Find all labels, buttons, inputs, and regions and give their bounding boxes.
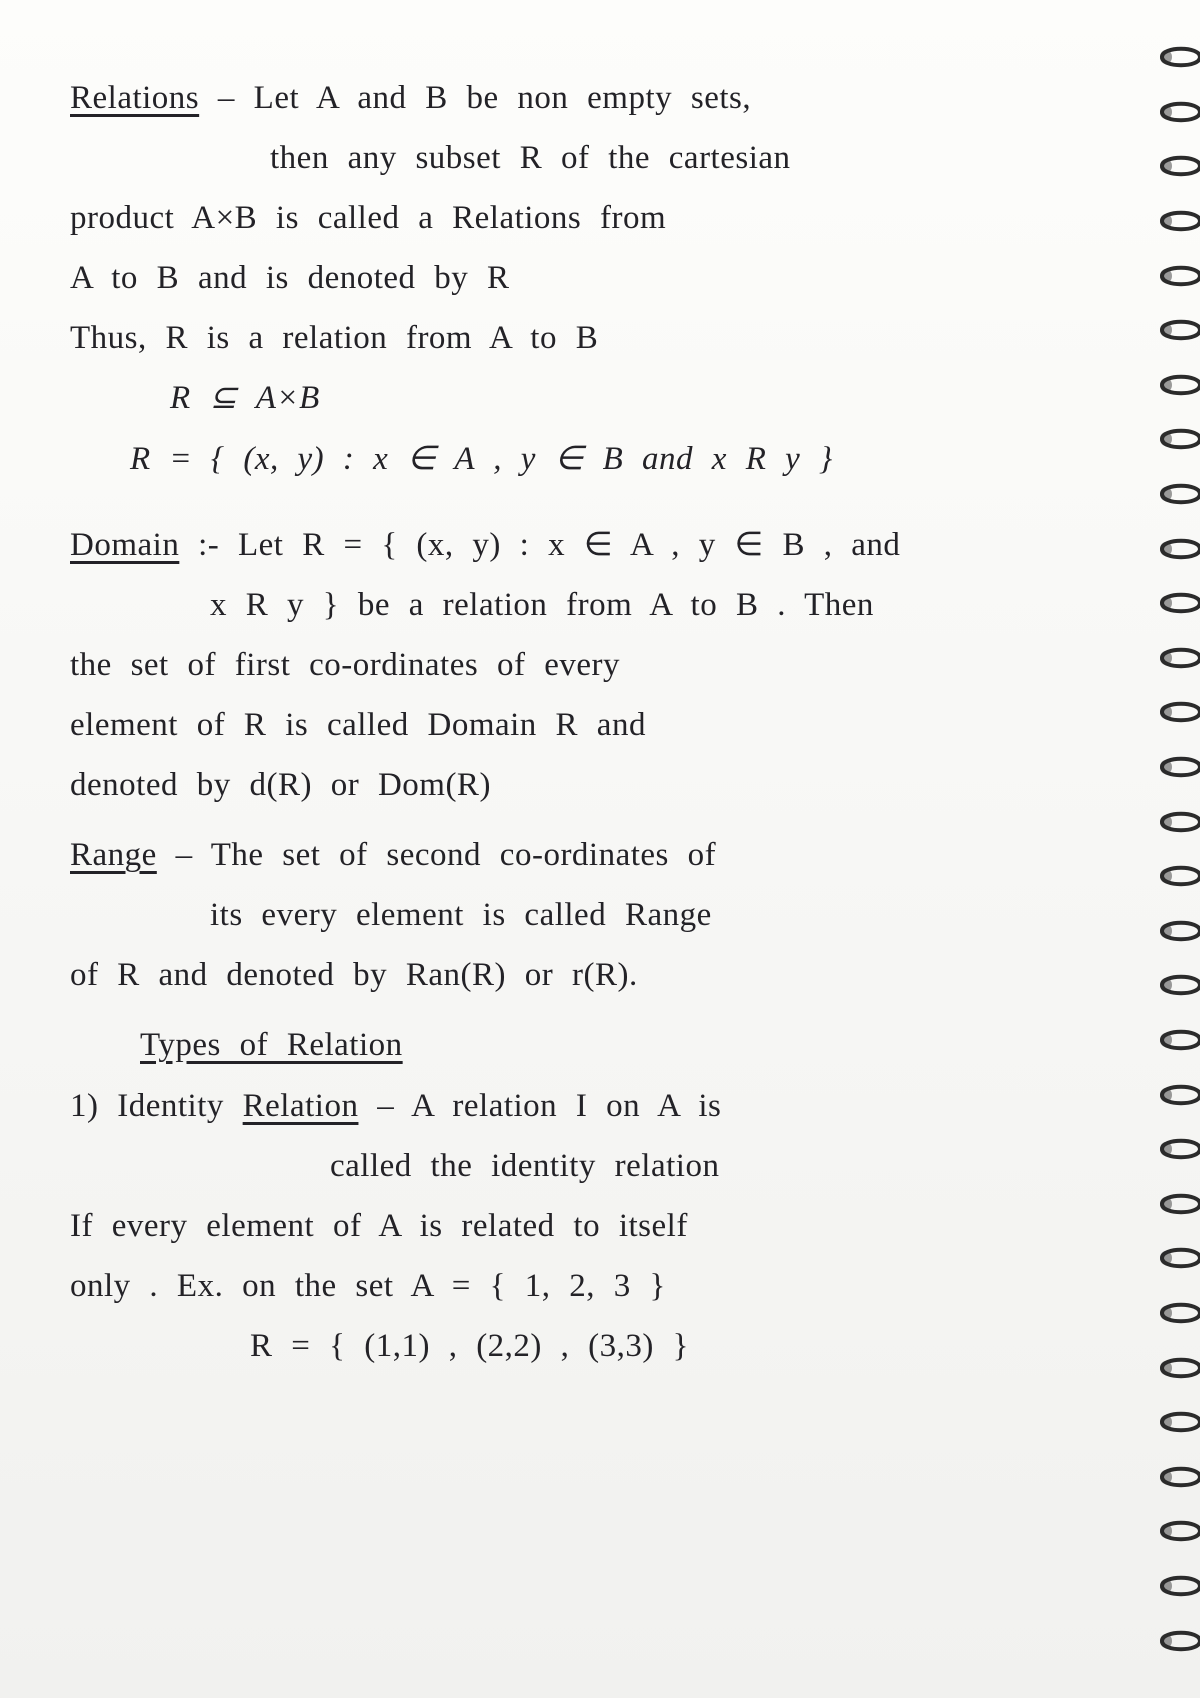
binding-ring — [1156, 153, 1200, 179]
binding-ring — [1156, 918, 1200, 944]
binding-ring — [1156, 1573, 1200, 1599]
binding-ring — [1156, 1628, 1200, 1654]
text: 1) Identity — [70, 1088, 243, 1124]
line-identity-example: R = { (1,1) , (2,2) , (3,3) } — [70, 1318, 1090, 1374]
heading-identity-relation: Relation — [243, 1088, 359, 1124]
binding-ring — [1156, 699, 1200, 725]
binding-ring — [1156, 372, 1200, 398]
binding-ring — [1156, 317, 1200, 343]
binding-ring — [1156, 99, 1200, 125]
text: :- Let R = { (x, y) : x ∈ A , y ∈ B , an… — [198, 527, 900, 563]
binding-ring — [1156, 754, 1200, 780]
binding-ring — [1156, 426, 1200, 452]
line-relations-def-5: Thus, R is a relation from A to B — [70, 310, 1090, 366]
text: – Let A and B be non empty sets, — [218, 80, 751, 116]
binding-ring — [1156, 263, 1200, 289]
heading-types-of-relation: Types of Relation — [70, 1017, 1090, 1073]
handwritten-notes-page: Relations – Let A and B be non empty set… — [0, 0, 1200, 1698]
spiral-binding — [1150, 0, 1200, 1698]
line-identity-4: only . Ex. on the set A = { 1, 2, 3 } — [70, 1258, 1090, 1314]
binding-ring — [1156, 972, 1200, 998]
binding-ring — [1156, 863, 1200, 889]
line-subset-formula: R ⊆ A×B — [70, 370, 1090, 426]
line-relations-def-3: product A×B is called a Relations from — [70, 190, 1090, 246]
line-domain-1: Domain :- Let R = { (x, y) : x ∈ A , y ∈… — [70, 517, 1090, 573]
binding-ring — [1156, 1136, 1200, 1162]
line-relations-def-2: then any subset R of the cartesian — [70, 130, 1090, 186]
heading-types: Types of Relation — [140, 1027, 403, 1063]
line-domain-2: x R y } be a relation from A to B . Then — [70, 577, 1090, 633]
line-domain-5: denoted by d(R) or Dom(R) — [70, 757, 1090, 813]
line-identity-1: 1) Identity Relation – A relation I on A… — [70, 1078, 1090, 1134]
binding-ring — [1156, 1355, 1200, 1381]
binding-ring — [1156, 1409, 1200, 1435]
line-domain-3: the set of first co-ordinates of every — [70, 637, 1090, 693]
spacer — [70, 817, 1090, 827]
line-range-3: of R and denoted by Ran(R) or r(R). — [70, 947, 1090, 1003]
spacer — [70, 491, 1090, 517]
binding-ring — [1156, 809, 1200, 835]
binding-ring — [1156, 590, 1200, 616]
heading-domain: Domain — [70, 527, 179, 563]
spacer — [70, 1007, 1090, 1017]
line-relations-def-1: Relations – Let A and B be non empty set… — [70, 70, 1090, 126]
line-identity-3: If every element of A is related to itse… — [70, 1198, 1090, 1254]
heading-relations: Relations — [70, 80, 199, 116]
line-set-formula: R = { (x, y) : x ∈ A , y ∈ B and x R y } — [70, 431, 1090, 487]
binding-ring — [1156, 1082, 1200, 1108]
binding-ring — [1156, 1191, 1200, 1217]
binding-ring — [1156, 1027, 1200, 1053]
line-range-1: Range – The set of second co-ordinates o… — [70, 827, 1090, 883]
binding-ring — [1156, 1300, 1200, 1326]
text: – The set of second co-ordinates of — [176, 837, 717, 873]
binding-ring — [1156, 44, 1200, 70]
binding-ring — [1156, 645, 1200, 671]
line-domain-4: element of R is called Domain R and — [70, 697, 1090, 753]
binding-ring — [1156, 481, 1200, 507]
line-relations-def-4: A to B and is denoted by R — [70, 250, 1090, 306]
binding-ring — [1156, 208, 1200, 234]
binding-ring — [1156, 1464, 1200, 1490]
line-range-2: its every element is called Range — [70, 887, 1090, 943]
heading-range: Range — [70, 837, 157, 873]
binding-ring — [1156, 536, 1200, 562]
binding-ring — [1156, 1518, 1200, 1544]
text: – A relation I on A is — [358, 1088, 721, 1124]
line-identity-2: called the identity relation — [70, 1138, 1090, 1194]
binding-ring — [1156, 1245, 1200, 1271]
